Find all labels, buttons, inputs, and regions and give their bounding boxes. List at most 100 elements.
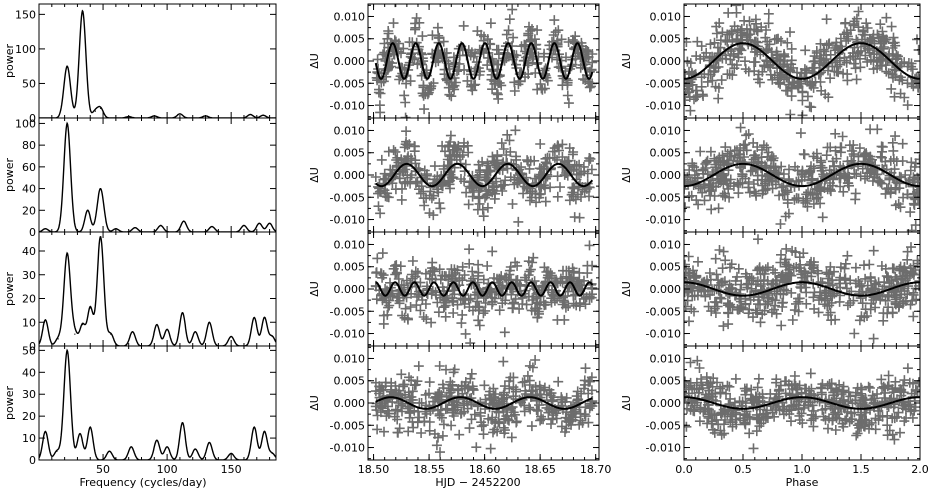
y-tick-label: 0.005 xyxy=(650,33,682,46)
observation-point xyxy=(733,263,744,274)
observation-point xyxy=(881,271,892,281)
observation-point xyxy=(777,297,788,308)
observation-point xyxy=(414,397,425,408)
observation-point xyxy=(885,188,896,199)
observation-point xyxy=(489,293,500,304)
phased-panel-2: 0.010 0.005 0.000 -0.005 -0.010 ΔU xyxy=(620,117,921,233)
observation-point xyxy=(378,310,389,321)
observation-point xyxy=(794,396,805,407)
spectrum-peak-1 xyxy=(44,319,47,321)
observation-point xyxy=(457,275,468,286)
periodogram-panel-4: 0 10 20 30 40 50 50 100 150 power xyxy=(3,344,277,476)
observation-point xyxy=(788,62,799,73)
observation-point xyxy=(524,266,535,277)
observation-point xyxy=(529,155,540,166)
y-axis-label: ΔU xyxy=(620,395,633,411)
observation-point xyxy=(897,75,908,86)
spectrum-peak-10 xyxy=(243,224,245,227)
observation-point xyxy=(684,251,694,262)
observation-point xyxy=(838,186,849,197)
observation-point xyxy=(720,415,730,425)
observation-point xyxy=(868,29,879,40)
observation-point xyxy=(705,190,716,201)
y-tick-label: 0.005 xyxy=(650,375,682,388)
observation-point xyxy=(710,81,721,92)
spectrum-peak-11 xyxy=(166,328,168,330)
observation-point xyxy=(411,13,422,23)
observation-point xyxy=(473,267,484,278)
observation-point xyxy=(524,375,535,386)
observation-point xyxy=(898,380,909,391)
observation-point xyxy=(895,386,906,397)
observation-point xyxy=(860,394,871,405)
observation-point xyxy=(565,276,576,286)
observation-point xyxy=(532,312,543,323)
observation-point xyxy=(499,387,510,398)
power-spectrum-curve xyxy=(39,348,276,460)
observation-point xyxy=(819,183,830,193)
observation-point xyxy=(474,302,485,313)
observation-point xyxy=(722,29,733,40)
observation-point xyxy=(499,55,510,66)
observation-point xyxy=(548,410,559,421)
y-tick-label: -0.005 xyxy=(646,191,681,204)
observation-point xyxy=(385,386,396,397)
observation-point xyxy=(903,58,914,68)
observation-point xyxy=(805,79,815,90)
observation-point xyxy=(703,379,714,390)
observation-point xyxy=(723,319,734,330)
observation-point xyxy=(834,379,845,390)
observation-point xyxy=(767,74,778,85)
spectrum-peak-7 xyxy=(99,236,102,238)
observations-series xyxy=(684,234,920,344)
observation-point xyxy=(717,277,728,288)
observation-point xyxy=(441,364,451,375)
observation-point xyxy=(718,157,729,167)
observation-point xyxy=(544,153,555,164)
y-tick-label: 0.000 xyxy=(334,169,366,182)
observation-point xyxy=(472,232,483,237)
observation-point xyxy=(837,131,848,142)
observation-point xyxy=(842,75,853,86)
timeseries-plot-area xyxy=(370,355,598,458)
observation-point xyxy=(720,142,731,153)
observation-point xyxy=(857,298,868,309)
observation-point xyxy=(420,299,431,309)
observation-point xyxy=(404,139,415,150)
observation-point xyxy=(905,207,916,218)
observation-point xyxy=(460,328,471,339)
observation-point xyxy=(899,375,910,386)
observation-point xyxy=(691,51,702,62)
observation-point xyxy=(522,370,533,381)
observation-point xyxy=(394,4,396,8)
observation-point xyxy=(853,276,864,286)
observation-point xyxy=(434,361,445,371)
observation-point xyxy=(684,87,695,98)
observation-point xyxy=(395,261,406,272)
observation-point xyxy=(711,297,722,308)
observation-point xyxy=(437,379,448,390)
observation-point xyxy=(806,256,817,267)
observation-point xyxy=(567,149,578,160)
observations-series xyxy=(684,122,920,232)
observation-point xyxy=(552,293,563,304)
observation-point xyxy=(742,411,753,422)
observation-point xyxy=(851,430,862,441)
observation-point xyxy=(835,142,846,153)
observation-point xyxy=(908,198,919,209)
model-fit-curve xyxy=(684,162,920,188)
observation-point xyxy=(746,384,757,395)
observation-point xyxy=(850,54,861,64)
observation-point xyxy=(745,166,756,177)
observation-point xyxy=(568,298,579,309)
observation-point xyxy=(457,150,468,161)
observation-point xyxy=(557,299,568,310)
y-tick-label: 50 xyxy=(22,77,36,90)
observation-point xyxy=(450,267,461,278)
observation-point xyxy=(458,20,469,31)
observation-point xyxy=(418,312,429,322)
observation-point xyxy=(742,282,753,293)
observation-point xyxy=(849,168,860,179)
observation-point xyxy=(414,412,425,423)
observation-point xyxy=(760,160,770,171)
